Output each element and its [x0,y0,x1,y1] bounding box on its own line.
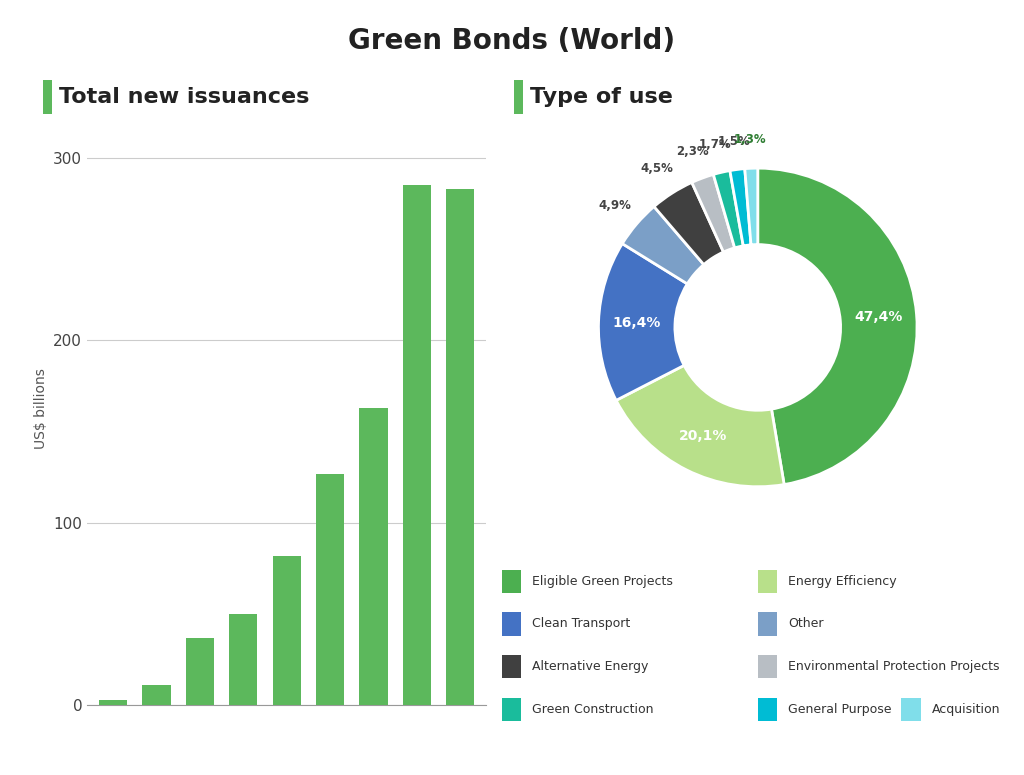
FancyBboxPatch shape [502,698,521,721]
Wedge shape [692,174,734,252]
Text: Green Bonds (World): Green Bonds (World) [348,27,676,55]
Text: Eligible Green Projects: Eligible Green Projects [532,575,674,587]
FancyBboxPatch shape [502,612,521,635]
FancyBboxPatch shape [758,612,777,635]
Text: Other: Other [788,618,824,630]
Text: Green Construction: Green Construction [532,703,654,715]
Wedge shape [654,182,724,264]
FancyBboxPatch shape [758,655,777,678]
Text: 4,9%: 4,9% [598,198,632,212]
Text: 16,4%: 16,4% [612,315,660,329]
Text: 2,3%: 2,3% [676,145,709,157]
Text: 1,3%: 1,3% [734,133,766,146]
Bar [446,189,474,705]
Text: 1,5%: 1,5% [717,135,750,147]
Bar [229,614,257,705]
Wedge shape [758,168,918,484]
Y-axis label: US$ billions: US$ billions [34,368,48,450]
Text: Acquisition: Acquisition [932,703,1000,715]
Wedge shape [598,243,687,401]
Bar [402,185,431,705]
Wedge shape [714,170,743,248]
Wedge shape [730,169,751,246]
FancyBboxPatch shape [502,570,521,593]
Wedge shape [623,207,703,284]
Text: 4,5%: 4,5% [640,163,673,175]
Wedge shape [616,365,784,487]
FancyBboxPatch shape [758,570,777,593]
Text: Total new issuances: Total new issuances [59,87,310,107]
Text: Type of use: Type of use [530,87,674,107]
Text: General Purpose: General Purpose [788,703,892,715]
Bar [142,685,171,705]
Text: 47,4%: 47,4% [854,310,902,325]
Text: 20,1%: 20,1% [679,429,728,443]
FancyBboxPatch shape [502,655,521,678]
Text: Clean Transport: Clean Transport [532,618,631,630]
FancyBboxPatch shape [901,698,921,721]
Bar [272,556,301,705]
Bar [185,638,214,705]
Text: Energy Efficiency: Energy Efficiency [788,575,897,587]
Bar [99,700,127,705]
Text: Alternative Energy: Alternative Energy [532,660,649,673]
Bar [316,474,344,705]
Bar [359,408,388,705]
Text: Environmental Protection Projects: Environmental Protection Projects [788,660,1000,673]
FancyBboxPatch shape [758,698,777,721]
Wedge shape [744,168,758,245]
Text: 1,7%: 1,7% [698,138,731,151]
